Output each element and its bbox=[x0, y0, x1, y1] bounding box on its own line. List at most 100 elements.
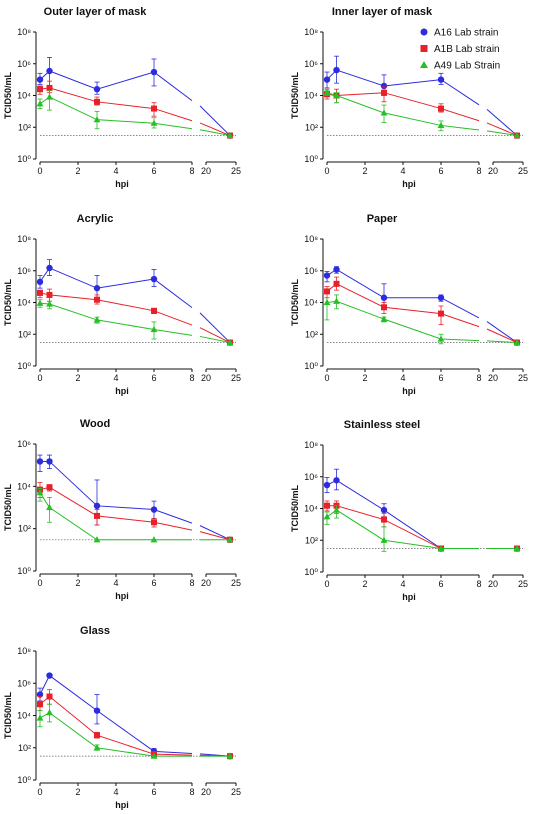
series-a49 bbox=[36, 90, 234, 139]
x-tick-label: 25 bbox=[231, 166, 241, 176]
x-tick-label: 6 bbox=[438, 166, 443, 176]
data-point-a1b bbox=[151, 519, 157, 526]
series-line-tail-a16 bbox=[486, 109, 518, 136]
data-point-a49 bbox=[36, 100, 44, 107]
legend-item-a49: A49 Lab Strain bbox=[420, 61, 500, 72]
x-tick-label: 2 bbox=[75, 166, 80, 176]
data-point-a49 bbox=[437, 544, 445, 552]
data-point-a16 bbox=[46, 67, 53, 75]
data-point-a16 bbox=[380, 82, 388, 90]
x-axis-label: hpi bbox=[115, 591, 129, 601]
data-point-a16 bbox=[333, 66, 340, 74]
series-line-tail-a49 bbox=[199, 129, 231, 137]
x-axis-label: hpi bbox=[402, 386, 416, 396]
data-point-a16 bbox=[36, 691, 44, 698]
chart-title: Inner layer of mask bbox=[332, 6, 433, 18]
chart-panel-acrylic: Acrylic 10⁰ 10² 10⁴ 10⁶ 10⁸ TCID50/mL 0 2 4 6 8 20 25… bbox=[3, 213, 241, 396]
y-tick-label: 10⁶ bbox=[17, 59, 31, 69]
data-point-a1b bbox=[438, 310, 444, 317]
x-axis-label: hpi bbox=[115, 386, 129, 396]
x-tick-label: 6 bbox=[151, 373, 156, 383]
data-point-a1b bbox=[438, 105, 444, 112]
data-point-a49 bbox=[513, 131, 521, 139]
x-tick-label: 4 bbox=[113, 373, 118, 383]
chart-panel-stainless-steel: Stainless steel 10⁰ 10² 10⁴ 10⁶ 10⁸ TCID50/mL 0… bbox=[290, 419, 528, 602]
series-a16 bbox=[36, 454, 234, 543]
series-line-a16 bbox=[39, 70, 193, 102]
data-point-a1b bbox=[333, 280, 340, 287]
series-line-tail-a16 bbox=[199, 105, 231, 136]
y-tick-label: 10⁸ bbox=[304, 440, 318, 450]
chart-panel-glass: Glass 10⁰ 10² 10⁴ 10⁶ 10⁸ TCID50/mL 0 2 4 6 8 20 25 hp… bbox=[3, 625, 241, 810]
x-tick-label: 4 bbox=[113, 787, 118, 797]
x-tick-label: 0 bbox=[37, 166, 42, 176]
data-point-a49 bbox=[36, 299, 44, 306]
data-point-a49 bbox=[333, 297, 340, 304]
data-point-a16 bbox=[437, 294, 445, 301]
data-point-a1b bbox=[151, 105, 157, 112]
data-point-a49 bbox=[513, 544, 521, 552]
y-tick-label: 10⁶ bbox=[304, 472, 318, 482]
y-tick-label: 10⁴ bbox=[17, 91, 31, 101]
data-point-a16 bbox=[36, 458, 44, 465]
data-point-a49 bbox=[437, 121, 445, 129]
x-tick-label: 20 bbox=[201, 373, 211, 383]
x-tick-label: 6 bbox=[151, 787, 156, 797]
y-tick-label: 10⁸ bbox=[304, 234, 318, 244]
data-point-a49 bbox=[323, 298, 331, 306]
data-point-a1b bbox=[37, 289, 43, 296]
series-line-tail-a16 bbox=[199, 525, 231, 541]
x-tick-label: 8 bbox=[476, 579, 481, 589]
data-point-a49 bbox=[226, 131, 234, 139]
x-tick-label: 8 bbox=[189, 578, 194, 588]
data-point-a1b bbox=[94, 296, 100, 303]
data-point-a1b bbox=[46, 291, 53, 298]
y-axis-label: TCID50/mL bbox=[290, 484, 300, 532]
x-axis-label: hpi bbox=[402, 179, 416, 189]
series-line-a49 bbox=[39, 492, 192, 541]
data-point-a49 bbox=[380, 536, 388, 543]
y-axis-label: TCID50/mL bbox=[290, 278, 300, 326]
chart-title: Paper bbox=[367, 213, 398, 225]
x-tick-label: 4 bbox=[113, 166, 118, 176]
series-a1b bbox=[37, 482, 233, 543]
data-point-a1b bbox=[94, 512, 100, 519]
x-tick-label: 25 bbox=[231, 787, 241, 797]
y-tick-label: 10² bbox=[18, 122, 31, 132]
data-point-a16 bbox=[380, 294, 388, 301]
series-line-tail-a1b bbox=[199, 531, 231, 541]
legend-marker-a49 bbox=[420, 61, 428, 68]
y-tick-label: 10⁴ bbox=[17, 481, 31, 491]
x-tick-label: 20 bbox=[201, 578, 211, 588]
y-tick-label: 10⁶ bbox=[304, 59, 318, 69]
y-tick-label: 10⁰ bbox=[17, 361, 31, 371]
data-point-a16 bbox=[323, 272, 331, 279]
y-axis-label: TCID50/mL bbox=[3, 278, 13, 326]
y-tick-label: 10⁸ bbox=[17, 234, 31, 244]
series-a49 bbox=[36, 703, 234, 759]
series-line-a16 bbox=[40, 460, 193, 524]
y-axis-label: TCID50/mL bbox=[3, 483, 13, 531]
y-tick-label: 10² bbox=[18, 329, 31, 339]
data-point-a16 bbox=[46, 672, 53, 679]
data-point-a49 bbox=[323, 89, 331, 96]
data-point-a49 bbox=[93, 744, 101, 751]
legend-label-a16: A16 Lab strain bbox=[434, 28, 499, 39]
y-axis-label: TCID50/mL bbox=[3, 691, 13, 739]
series-line-a49 bbox=[326, 300, 480, 342]
x-tick-label: 25 bbox=[231, 373, 241, 383]
x-tick-label: 4 bbox=[400, 373, 405, 383]
y-tick-label: 10⁰ bbox=[304, 361, 318, 371]
data-point-a49 bbox=[150, 752, 158, 759]
data-point-a49 bbox=[93, 116, 101, 123]
y-tick-label: 10⁸ bbox=[17, 646, 31, 656]
y-tick-label: 10⁴ bbox=[17, 298, 31, 308]
chart-title: Outer layer of mask bbox=[44, 6, 148, 18]
series-line-tail-a16 bbox=[486, 321, 518, 343]
data-point-a49 bbox=[226, 338, 234, 346]
data-point-a49 bbox=[46, 300, 53, 307]
series-a49 bbox=[36, 487, 234, 543]
data-point-a49 bbox=[333, 91, 340, 99]
data-point-a16 bbox=[93, 502, 101, 510]
x-tick-label: 0 bbox=[324, 579, 329, 589]
